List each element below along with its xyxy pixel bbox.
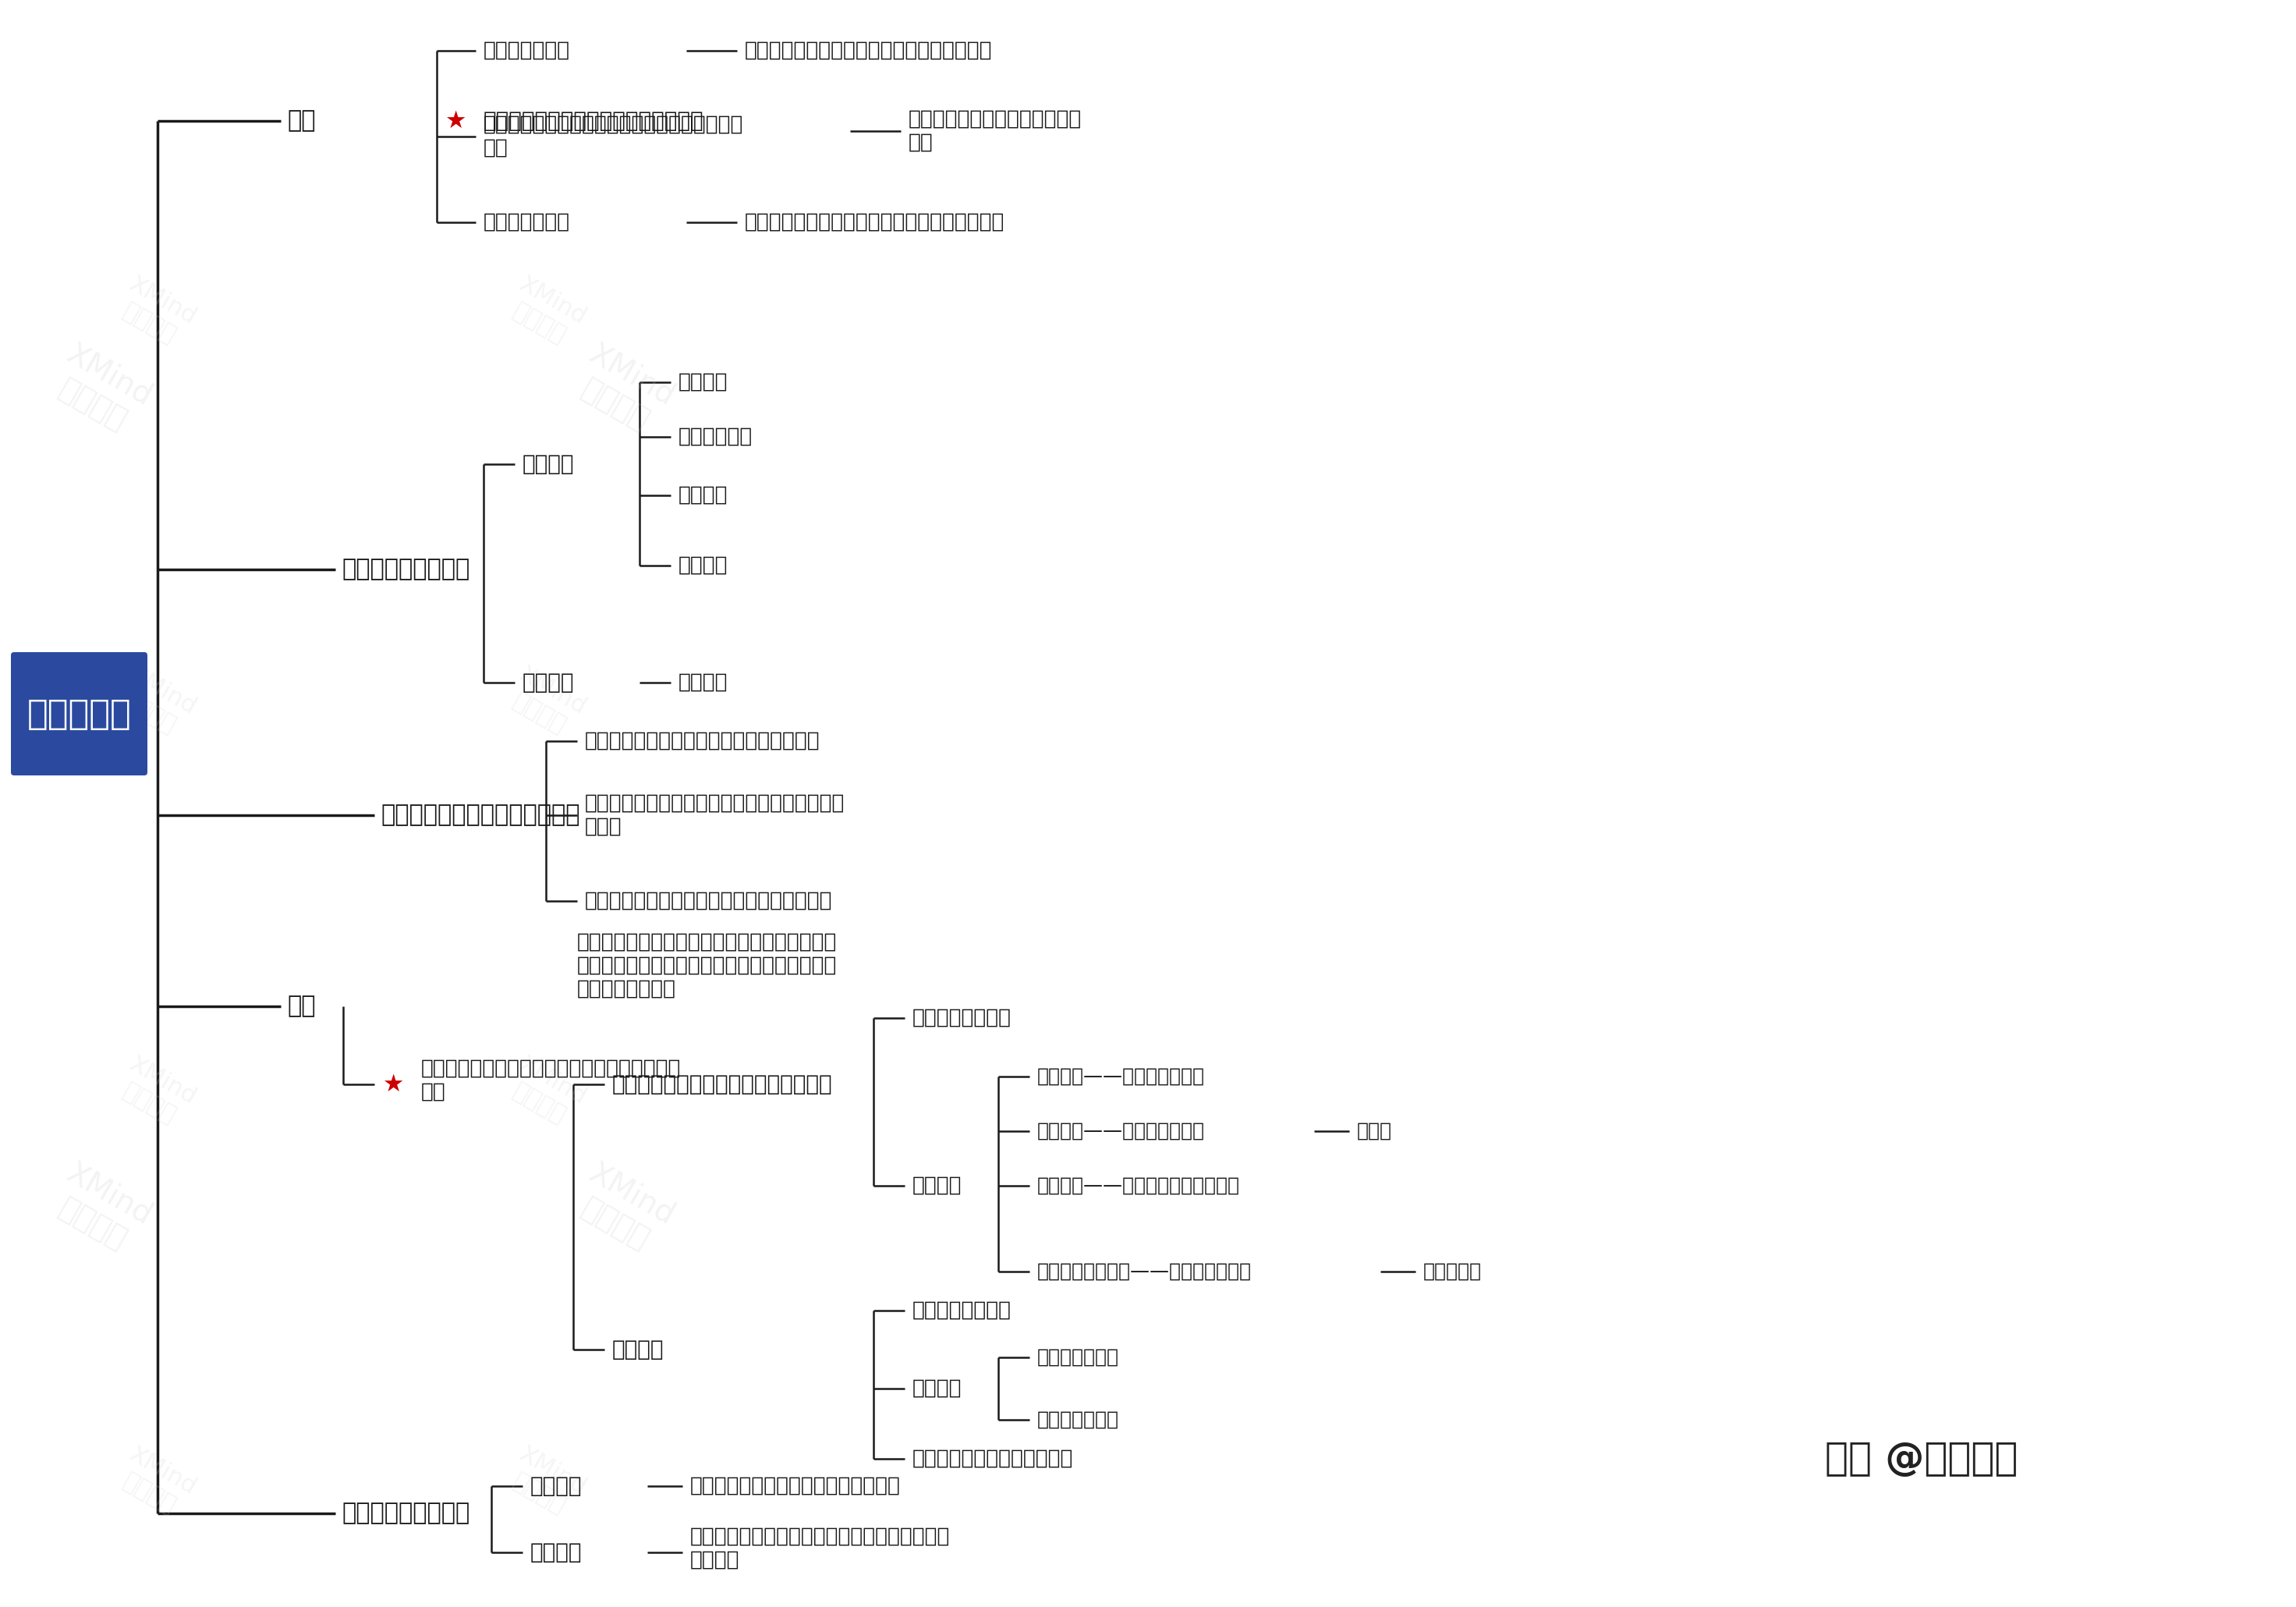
- Text: 内部调节和外部调节: 内部调节和外部调节: [342, 558, 471, 580]
- Text: 情境修正——控制或改变情境: 情境修正——控制或改变情境: [1038, 1122, 1205, 1141]
- Text: 良好调节和不良调节: 良好调节和不良调节: [342, 1503, 471, 1525]
- Text: XMind
试用模式: XMind 试用模式: [567, 339, 680, 442]
- Text: 修正调节、维持调节和增强调节: 修正调节、维持调节和增强调节: [381, 804, 581, 826]
- Text: 具体方法: 具体方法: [912, 1379, 962, 1398]
- Text: 认知改变（重评）——改变看法和解释: 认知改变（重评）——改变看法和解释: [1038, 1261, 1251, 1281]
- Text: 情绪成分的调节: 情绪成分的调节: [484, 212, 569, 233]
- Text: XMind
试用模式: XMind 试用模式: [503, 662, 590, 742]
- Text: 情境选择——趋近或避开情境: 情境选择——趋近或避开情境: [1038, 1067, 1205, 1086]
- Text: XMind
试用模式: XMind 试用模式: [46, 339, 158, 442]
- Text: XMind
试用模式: XMind 试用模式: [113, 662, 200, 742]
- Text: 情绪调节使个体失去对情绪的主动控制，起到不
好的作用: 情绪调节使个体失去对情绪的主动控制，起到不 好的作用: [691, 1527, 951, 1570]
- Text: 情绪的调节: 情绪的调节: [28, 697, 131, 731]
- Text: 不适合长期适用，会影响情绪: 不适合长期适用，会影响情绪: [912, 1448, 1075, 1469]
- FancyBboxPatch shape: [11, 652, 147, 776]
- Text: 良好调节: 良好调节: [530, 1475, 583, 1498]
- Text: XMind
试用模式: XMind 试用模式: [503, 273, 590, 352]
- Text: ★: ★: [445, 109, 466, 132]
- Text: 知乎 @我是阿间: 知乎 @我是阿间: [1825, 1440, 2018, 1477]
- Text: ★: ★: [381, 1073, 404, 1096]
- Text: 原因调节和反应调节（格罗斯的情绪调节过程模
型）: 原因调节和反应调节（格罗斯的情绪调节过程模 型）: [420, 1059, 682, 1102]
- Text: 反应调节: 反应调节: [613, 1339, 664, 1361]
- Text: 行为调节: 行为调节: [680, 485, 728, 506]
- Text: 具体方法: 具体方法: [912, 1176, 962, 1196]
- Text: 原因调节（关注前行环节的情绪调节）: 原因调节（关注前行环节的情绪调节）: [613, 1073, 833, 1096]
- Text: 主动性: 主动性: [1357, 1122, 1391, 1141]
- Text: 不良调节: 不良调节: [530, 1541, 583, 1564]
- Text: XMind
试用模式: XMind 试用模式: [46, 1159, 158, 1260]
- Text: 定义: 定义: [287, 109, 315, 132]
- Text: 情绪体验调节: 情绪体验调节: [680, 427, 753, 447]
- Text: 注意转换——关注某个点而不是全部: 注意转换——关注某个点而不是全部: [1038, 1176, 1240, 1196]
- Text: 情绪发生前的调节: 情绪发生前的调节: [912, 1008, 1013, 1028]
- Text: 修正调节主要指对消极情绪进行调节和修正: 修正调节主要指对消极情绪进行调节和修正: [585, 731, 820, 750]
- Text: 情绪发生后的调节: 情绪发生后的调节: [912, 1300, 1013, 1321]
- Text: 人际调节: 人际调节: [680, 672, 728, 693]
- Text: 维持调节主要指人们主动的维持对自己有益的积
极情绪: 维持调节主要指人们主动的维持对自己有益的积 极情绪: [585, 794, 845, 837]
- Text: 情绪调节使情绪、认知和行为达到协调: 情绪调节使情绪、认知和行为达到协调: [691, 1475, 900, 1496]
- Text: XMind
试用模式: XMind 试用模式: [113, 1443, 200, 1522]
- Text: 合理表情（达）: 合理表情（达）: [1038, 1411, 1118, 1429]
- Text: 增强调节指对情绪（抑郁、淡漠）积极的干预: 增强调节指对情绪（抑郁、淡漠）积极的干预: [585, 890, 833, 911]
- Text: 内部调节: 内部调节: [523, 453, 574, 476]
- Text: 主要包括生理反应、主观体验和表情行为的调节: 主要包括生理反应、主观体验和表情行为的调节: [744, 212, 1006, 233]
- Text: 积极情绪和消极情绪的调节、各种情绪的调节: 积极情绪和消极情绪的调节、各种情绪的调节: [744, 40, 992, 61]
- Text: XMind
试用模式: XMind 试用模式: [503, 1053, 590, 1131]
- Text: 类型: 类型: [287, 995, 315, 1017]
- Text: 唤醒水平（生理唤醒水平和主观体验的强度）的
调节: 唤醒水平（生理唤醒水平和主观体验的强度）的 调节: [484, 114, 744, 159]
- Text: 个体管理和改变自己或他人情绪的过程: 个体管理和改变自己或他人情绪的过程: [484, 109, 705, 132]
- Text: 此方法最好: 此方法最好: [1424, 1261, 1481, 1281]
- Text: XMind
试用模式: XMind 试用模式: [567, 1159, 680, 1260]
- Text: 生理调节: 生理调节: [680, 373, 728, 392]
- Text: XMind
试用模式: XMind 试用模式: [503, 1443, 590, 1522]
- Text: 既包括抑制，也包括维持和增强
调节: 既包括抑制，也包括维持和增强 调节: [909, 109, 1081, 153]
- Text: 表情（达）抑制: 表情（达）抑制: [1038, 1348, 1118, 1366]
- Text: 具体情绪的调节: 具体情绪的调节: [484, 40, 569, 61]
- Text: XMind
试用模式: XMind 试用模式: [113, 273, 200, 352]
- Text: XMind
试用模式: XMind 试用模式: [113, 1053, 200, 1131]
- Text: 认知调节: 认知调节: [680, 556, 728, 575]
- Text: 情绪调节是在情绪发生过程中展开的，情绪发生
的不同阶段会产生不同的情绪调节方法。情绪调
节发生在两个阶段: 情绪调节是在情绪发生过程中展开的，情绪发生 的不同阶段会产生不同的情绪调节方法。…: [576, 932, 838, 1000]
- Text: 外部调节: 外部调节: [523, 672, 574, 694]
